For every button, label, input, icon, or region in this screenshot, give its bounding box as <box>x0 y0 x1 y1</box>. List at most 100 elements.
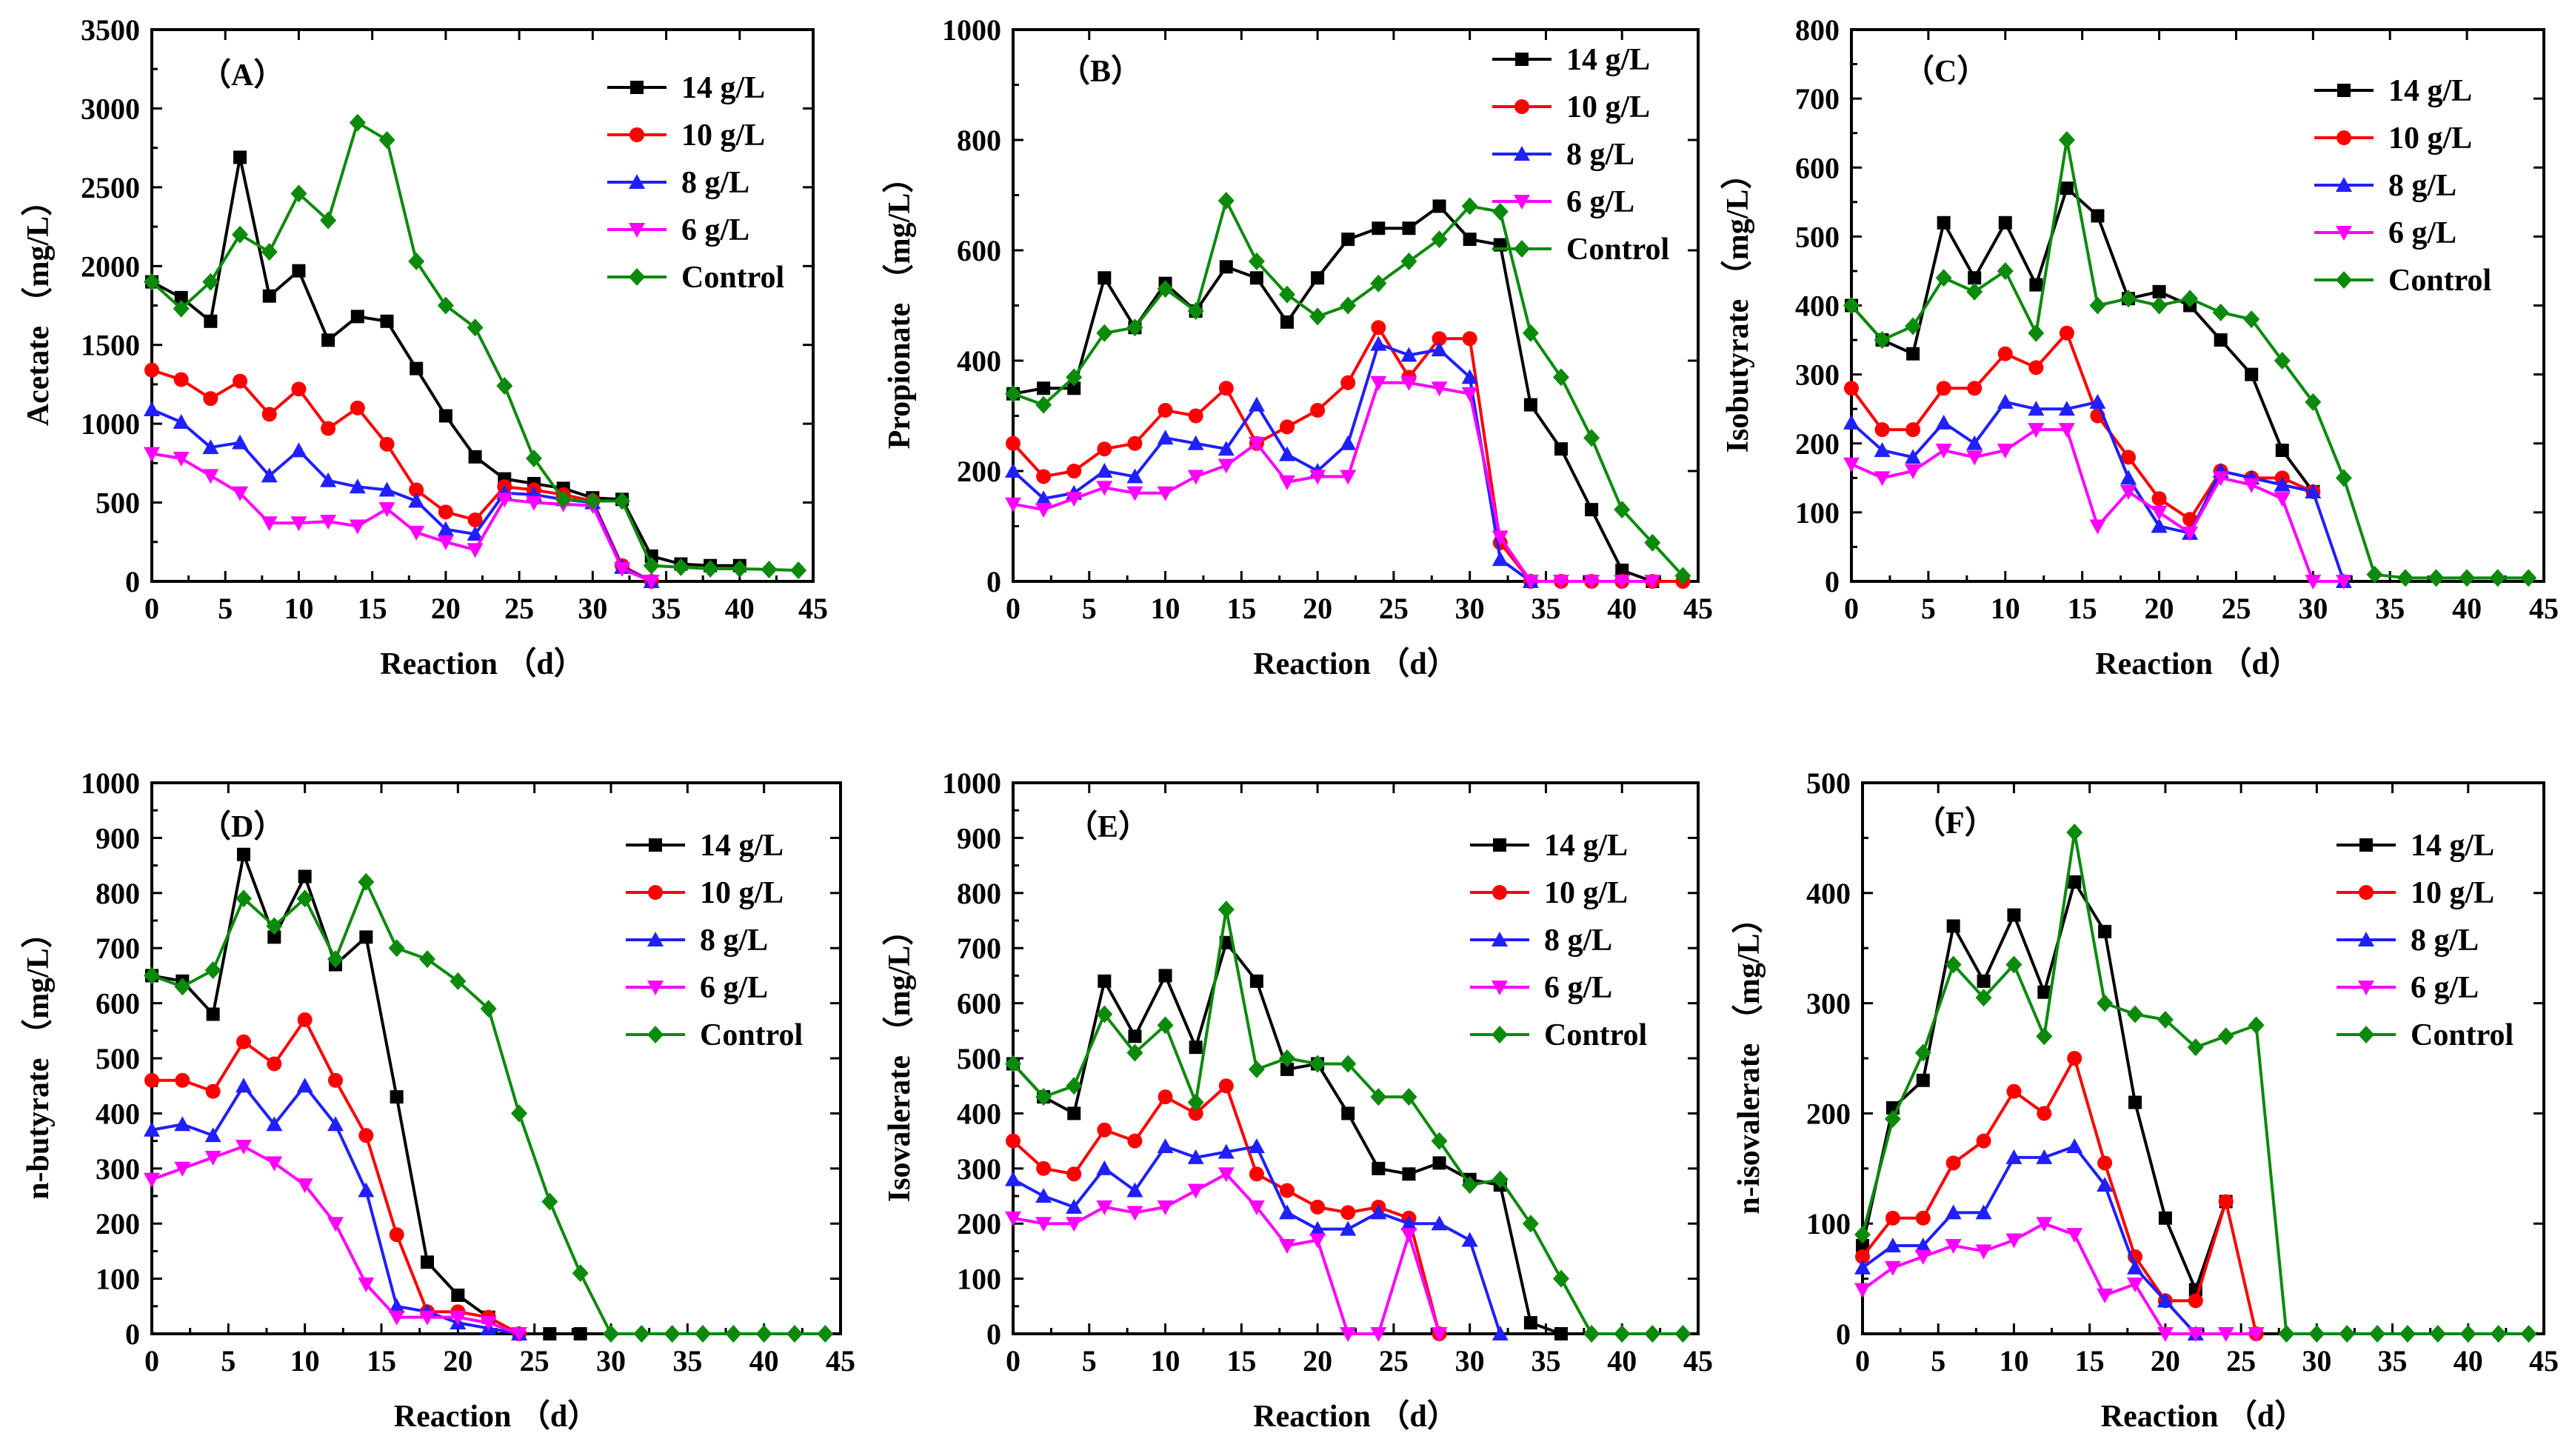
data-point <box>2459 569 2476 587</box>
data-point <box>1248 252 1265 270</box>
x-tick-label: 10 <box>290 1344 320 1377</box>
data-point <box>437 296 454 315</box>
data-point <box>2278 1325 2295 1343</box>
legend-label: 6 g/L <box>700 971 768 1005</box>
data-point <box>174 290 188 304</box>
data-point <box>204 1150 221 1166</box>
data-point <box>1583 575 1600 590</box>
data-point <box>1248 1060 1265 1078</box>
data-point <box>144 362 159 378</box>
data-point <box>144 1172 160 1188</box>
data-point <box>1461 197 1478 216</box>
data-point <box>2274 476 2291 492</box>
data-point <box>349 113 366 132</box>
data-point <box>2036 1027 2053 1046</box>
data-point <box>1461 1232 1478 1247</box>
data-point <box>2066 1138 2083 1154</box>
data-point <box>695 1325 711 1343</box>
y-tick-label: 100 <box>1795 496 1840 530</box>
series-line <box>151 408 652 583</box>
data-point <box>1126 318 1143 337</box>
data-point <box>261 407 277 422</box>
data-point <box>1553 1269 1569 1288</box>
data-point <box>1096 481 1113 496</box>
y-tick-label: 200 <box>957 1207 1001 1240</box>
data-point <box>1370 1204 1387 1220</box>
data-point <box>1037 381 1051 395</box>
data-point <box>1035 1188 1052 1203</box>
data-point <box>438 504 453 520</box>
x-tick-label: 20 <box>1303 1344 1332 1377</box>
data-point <box>173 299 190 318</box>
x-axis-label: Reaction （d） <box>394 1399 599 1434</box>
data-point <box>410 361 424 375</box>
data-point <box>358 1278 375 1293</box>
x-tick-label: 15 <box>1226 1344 1256 1377</box>
x-tick-label: 5 <box>218 592 233 625</box>
data-point <box>261 467 278 483</box>
data-point <box>232 486 249 501</box>
data-point <box>202 469 219 484</box>
data-point <box>1915 1210 1931 1226</box>
series-control <box>1854 823 2537 1343</box>
y-tick-label: 800 <box>957 124 1001 157</box>
data-point <box>1035 503 1052 518</box>
data-point <box>2275 444 2289 458</box>
data-point <box>349 519 366 535</box>
legend-marker <box>2359 838 2373 852</box>
data-point <box>2058 423 2075 438</box>
data-point <box>2339 1325 2356 1343</box>
y-tick-label: 0 <box>125 1318 140 1351</box>
y-tick-label: 400 <box>1806 877 1851 910</box>
data-point <box>144 966 160 985</box>
data-point <box>450 1310 467 1326</box>
legend-label: 10 g/L <box>2388 121 2472 156</box>
x-axis-label: Reaction （d） <box>380 647 585 681</box>
data-point <box>1874 331 1891 350</box>
series-line <box>1851 428 2344 583</box>
data-point <box>1126 1182 1143 1198</box>
data-point <box>480 1316 497 1332</box>
data-point <box>1492 202 1509 221</box>
data-point <box>1097 441 1112 457</box>
y-tick-label: 700 <box>957 932 1001 965</box>
data-point <box>761 561 778 579</box>
series-control <box>144 872 834 1343</box>
data-point <box>1036 1161 1052 1176</box>
data-point <box>2058 131 2075 149</box>
series-control <box>1843 131 2537 587</box>
data-point <box>1096 1200 1113 1215</box>
data-point <box>1935 444 1952 459</box>
data-point <box>205 1083 221 1099</box>
data-point <box>1976 1133 1991 1149</box>
data-point <box>2520 569 2537 587</box>
data-point <box>267 1056 282 1072</box>
panel-tag: （A） <box>200 58 284 93</box>
y-tick-label: 0 <box>986 565 1001 598</box>
data-point <box>2127 1005 2143 1023</box>
data-point <box>206 1007 220 1021</box>
data-point <box>2005 955 2022 974</box>
data-point <box>320 515 337 530</box>
data-point <box>173 372 189 387</box>
legend-label: 10 g/L <box>1566 90 1650 124</box>
y-tick-label: 500 <box>957 1042 1001 1075</box>
x-tick-label: 10 <box>1999 1344 2028 1377</box>
data-point <box>1249 271 1263 285</box>
x-tick-label: 10 <box>284 592 313 625</box>
legend-label: 6 g/L <box>2388 216 2456 250</box>
y-tick-label: 700 <box>96 932 140 965</box>
x-tick-label: 25 <box>2226 1344 2256 1377</box>
data-point <box>237 847 250 861</box>
data-point <box>1936 381 1951 396</box>
data-point <box>261 516 278 532</box>
data-point <box>2305 393 2322 411</box>
data-point <box>1854 1226 1871 1244</box>
data-point <box>2182 290 2199 308</box>
data-point <box>296 1078 313 1093</box>
series-line <box>152 1018 520 1335</box>
y-tick-label: 3000 <box>81 92 140 125</box>
data-point <box>1461 1176 1478 1195</box>
data-point <box>144 447 160 462</box>
data-point <box>2217 1327 2234 1342</box>
